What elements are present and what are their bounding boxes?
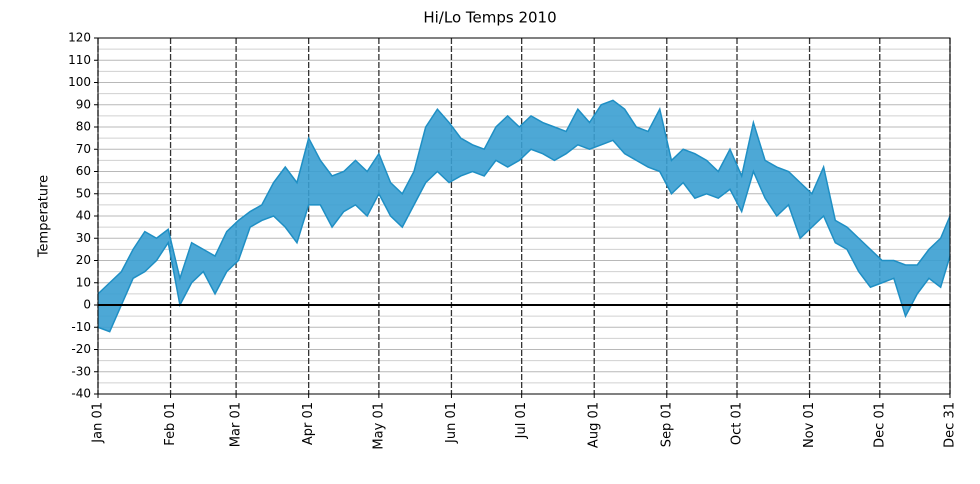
- y-tick-label: -40: [71, 387, 91, 401]
- x-tick-label: Jun 01: [444, 402, 459, 444]
- x-tick-label: Dec 31: [943, 402, 958, 448]
- y-tick-label: 70: [76, 142, 91, 156]
- high-line: [97, 99, 951, 295]
- x-tick-label: Apr 01: [301, 402, 316, 445]
- x-tick-label: Mar 01: [229, 402, 244, 447]
- y-tick-label: 90: [76, 97, 91, 111]
- x-tick-label: Feb 01: [163, 402, 178, 446]
- x-tick-label: Nov 01: [802, 402, 817, 448]
- x-tick-label: Aug 01: [587, 402, 602, 448]
- low-line: [97, 139, 951, 333]
- y-axis-label: Temperature: [37, 175, 52, 258]
- y-tick-label: 20: [76, 253, 91, 267]
- y-tick-label: -30: [71, 364, 91, 378]
- plot-frame: [97, 37, 951, 395]
- y-tick-label: -10: [71, 320, 91, 334]
- y-tick-label: 0: [83, 298, 91, 312]
- x-tick-label: Sep 01: [659, 402, 674, 447]
- y-tick-label: 30: [76, 231, 91, 245]
- chart-title: Hi/Lo Temps 2010: [423, 9, 556, 27]
- x-tick-label: Jan 01: [91, 402, 106, 444]
- y-tick-label: 80: [76, 120, 91, 134]
- x-tick-label: Jul 01: [514, 402, 529, 439]
- y-tick-label: 40: [76, 209, 91, 223]
- x-tick-label: May 01: [371, 402, 386, 450]
- y-tick-label: 50: [76, 186, 91, 200]
- y-tick-label: 100: [68, 75, 91, 89]
- y-tick-label: 110: [68, 53, 91, 67]
- y-tick-label: 60: [76, 164, 91, 178]
- area: [98, 100, 950, 332]
- y-tick-label: -20: [71, 342, 91, 356]
- x-tick-label: Dec 01: [872, 402, 887, 448]
- y-tick-label: 120: [68, 31, 91, 45]
- y-tick-label: 10: [76, 275, 91, 289]
- x-tick-label: Oct 01: [730, 402, 745, 445]
